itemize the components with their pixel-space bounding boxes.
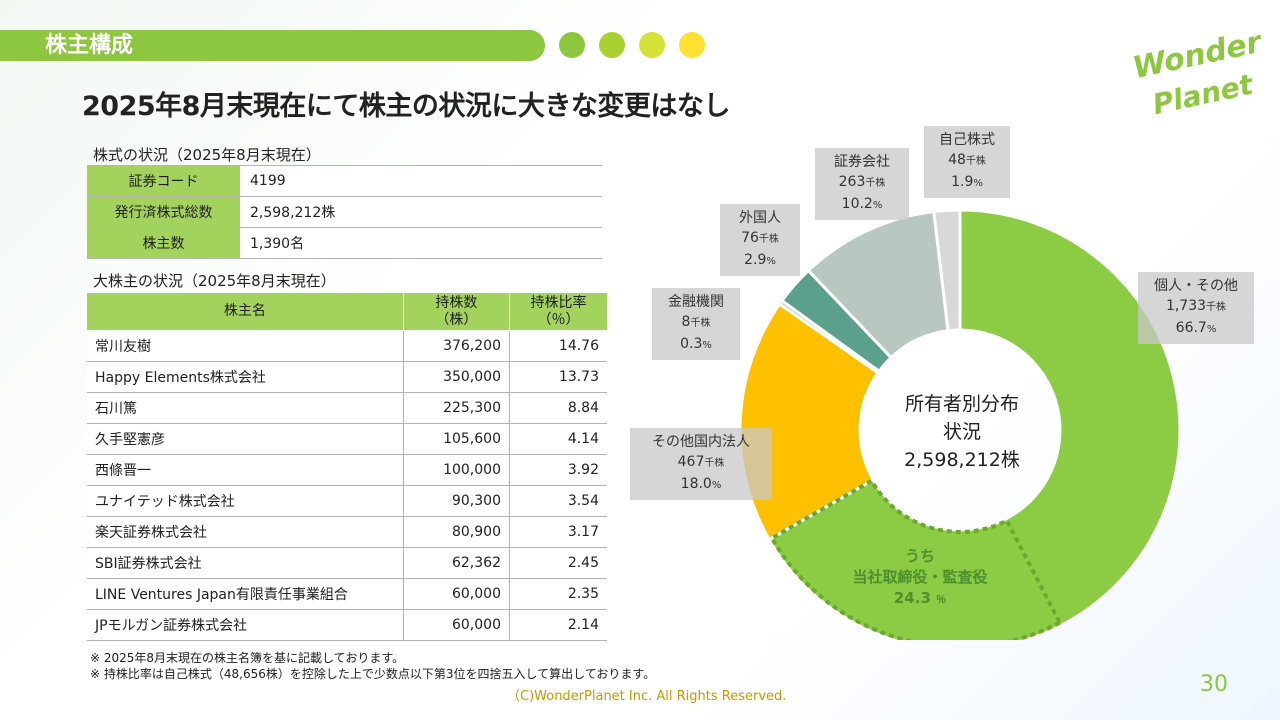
slice-label-securities: 証券会社 263千株 10.2% — [815, 148, 909, 220]
header-name: 株主名 — [87, 292, 404, 331]
shareholder-shares: 225,300 — [402, 392, 510, 424]
shareholder-name: 楽天証券株式会社 — [87, 516, 404, 548]
shareholder-shares: 100,000 — [402, 454, 510, 486]
shareholder-name: JPモルガン証券株式会社 — [87, 609, 404, 641]
shareholder-ratio: 14.76 — [508, 330, 607, 362]
note-2: ※ 持株比率は自己株式（48,656株）を控除した上で少数点以下第3位を四捨五入… — [90, 667, 656, 681]
shareholder-ratio: 4.14 — [508, 423, 607, 455]
shareholder-name: Happy Elements株式会社 — [87, 361, 404, 393]
slice-individual — [767, 208, 1182, 640]
ownership-donut-chart — [738, 208, 1182, 640]
shareholder-name: ユナイテッド株式会社 — [87, 485, 404, 517]
shareholder-ratio: 3.17 — [508, 516, 607, 548]
center-line-1: 所有者別分布 — [904, 393, 1019, 415]
shareholder-shares: 62,362 — [402, 547, 510, 579]
slice-label-financial: 金融機関 8千株 0.3% — [652, 288, 740, 360]
inner-line-2: 当社取締役・監査役 — [852, 568, 988, 586]
donut-center-label: 所有者別分布 状況 2,598,212株 — [872, 390, 1052, 474]
section-title: 株主構成 — [45, 33, 134, 58]
slice-label-domestic-corp: その他国内法人 467千株 18.0% — [630, 428, 772, 500]
header-shares: 持株数 （株） — [403, 292, 510, 331]
shareholder-name: 西條晋一 — [87, 454, 404, 486]
page-title: 2025年8月末現在にて株主の状況に大きな変更はなし — [82, 91, 730, 122]
shareholder-shares: 105,600 — [402, 423, 510, 455]
table-row: ユナイテッド株式会社 90,300 3.54 — [87, 485, 607, 517]
shareholder-ratio: 2.35 — [508, 578, 607, 610]
slice-label-treasury: 自己株式 48千株 1.9% — [924, 126, 1010, 198]
decor-dot-4 — [679, 32, 705, 58]
table-row: 証券コード 4199 — [87, 165, 602, 197]
stock-status-caption: 株式の状況（2025年8月末現在） — [93, 146, 321, 164]
header-ratio: 持株比率 （％） — [509, 292, 607, 331]
header-bar — [0, 30, 545, 61]
shareholder-ratio: 13.73 — [508, 361, 607, 393]
decor-dot-1 — [559, 32, 585, 58]
table-value: 1,390名 — [240, 227, 602, 259]
note-1: ※ 2025年8月末現在の株主名簿を基に記載しております。 — [90, 651, 405, 665]
table-row: 久手堅憲彦 105,600 4.14 — [87, 423, 607, 455]
table-row: 西條晋一 100,000 3.92 — [87, 454, 607, 486]
table-key: 証券コード — [87, 165, 240, 197]
shareholder-name: SBI証券株式会社 — [87, 547, 404, 579]
table-row: JPモルガン証券株式会社 60,000 2.14 — [87, 609, 607, 641]
table-row: SBI証券株式会社 62,362 2.45 — [87, 547, 607, 579]
center-total: 2,598,212株 — [904, 449, 1020, 471]
shareholder-name: 常川友樹 — [87, 330, 404, 362]
center-line-2: 状況 — [942, 421, 981, 443]
stock-status-table: 証券コード 4199 発行済株式総数 2,598,212株 株主数 1,390名 — [87, 165, 602, 259]
shareholder-shares: 60,000 — [402, 578, 510, 610]
shareholder-shares: 80,900 — [402, 516, 510, 548]
shareholder-ratio: 3.54 — [508, 485, 607, 517]
shareholder-name: 石川篤 — [87, 392, 404, 424]
table-row: 発行済株式総数 2,598,212株 — [87, 196, 602, 228]
table-row: LINE Ventures Japan有限責任事業組合 60,000 2.35 — [87, 578, 607, 610]
table-value: 2,598,212株 — [240, 196, 602, 228]
shareholder-ratio: 2.45 — [508, 547, 607, 579]
slice-label-foreign: 外国人 76千株 2.9% — [720, 204, 800, 276]
decor-dot-3 — [639, 32, 665, 58]
shareholder-shares: 350,000 — [402, 361, 510, 393]
table-row: 常川友樹 376,200 14.76 — [87, 330, 607, 362]
shareholder-shares: 60,000 — [402, 609, 510, 641]
major-shareholders-table: 株主名 持株数 （株） 持株比率 （％） 常川友樹 376,200 14.76 Hap… — [87, 292, 607, 641]
table-row: 石川篤 225,300 8.84 — [87, 392, 607, 424]
table-row: Happy Elements株式会社 350,000 13.73 — [87, 361, 607, 393]
shareholder-name: LINE Ventures Japan有限責任事業組合 — [87, 578, 404, 610]
table-key: 株主数 — [87, 227, 240, 259]
slice-label-individual: 個人・その他 1,733千株 66.7% — [1138, 272, 1254, 344]
company-logo: Wonder Planet — [1129, 24, 1265, 122]
decor-dot-2 — [599, 32, 625, 58]
table-key: 発行済株式総数 — [87, 196, 240, 228]
slice-treasury — [932, 208, 962, 333]
shareholder-name: 久手堅憲彦 — [87, 423, 404, 455]
inner-line-1: うち — [904, 547, 935, 565]
shareholder-shares: 90,300 — [402, 485, 510, 517]
table-row: 楽天証券株式会社 80,900 3.17 — [87, 516, 607, 548]
copyright: （C)WonderPlanet Inc. All Rights Reserved… — [507, 689, 787, 704]
table-value: 4199 — [240, 165, 602, 197]
major-shareholders-caption: 大株主の状況（2025年8月末現在） — [93, 272, 336, 290]
table-row: 株主数 1,390名 — [87, 227, 602, 259]
inner-segment-label: うち 当社取締役・監査役 24.3 ％ — [830, 546, 1010, 611]
page-number: 30 — [1200, 672, 1228, 697]
shareholder-ratio: 8.84 — [508, 392, 607, 424]
shareholder-ratio: 3.92 — [508, 454, 607, 486]
shareholder-ratio: 2.14 — [508, 609, 607, 641]
inner-pct: 24.3 — [893, 589, 931, 607]
shareholder-shares: 376,200 — [402, 330, 510, 362]
